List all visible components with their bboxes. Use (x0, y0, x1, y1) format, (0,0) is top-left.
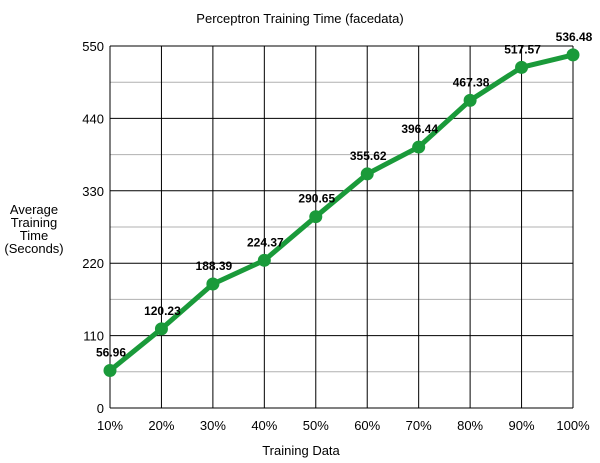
chart-title: Perceptron Training Time (facedata) (196, 11, 403, 26)
data-point-marker (206, 277, 220, 291)
x-tick-label: 50% (303, 418, 329, 433)
y-tick-label: 550 (82, 39, 104, 54)
data-labels: 56.96 120.23 188.39 224.37 290.65 355.62 396.4… (96, 30, 593, 360)
data-point-marker (515, 60, 529, 74)
data-label: 56.96 (96, 346, 126, 360)
data-point-marker (360, 167, 374, 181)
data-label: 355.62 (350, 149, 387, 163)
x-tick-label: 100% (556, 418, 590, 433)
y-tick-label: 330 (82, 184, 104, 199)
data-point-marker (566, 48, 580, 62)
y-axis-title-line: Training (11, 215, 57, 230)
x-tick-label: 80% (457, 418, 483, 433)
data-point-marker (309, 210, 323, 224)
grid (109, 45, 574, 409)
data-label: 188.39 (196, 259, 233, 273)
y-axis-title-line: Average (10, 202, 58, 217)
x-tick-label: 10% (97, 418, 123, 433)
x-tick-label: 60% (354, 418, 380, 433)
x-axis-title: Training Data (262, 443, 340, 458)
data-point-marker (103, 364, 117, 378)
x-axis-ticks: 10% 20% 30% 40% 50% 60% 70% 80% 90% 100% (97, 418, 590, 433)
x-tick-label: 20% (148, 418, 174, 433)
y-axis-title-line: Time (20, 228, 48, 243)
y-tick-label: 110 (83, 329, 104, 344)
series-training-time (103, 48, 580, 378)
data-label: 290.65 (298, 192, 335, 206)
data-label: 224.37 (247, 235, 284, 249)
y-axis-ticks: 0 110 220 330 440 550 (82, 39, 104, 416)
data-label: 120.23 (144, 304, 181, 318)
x-tick-label: 40% (251, 418, 277, 433)
data-point-marker (154, 322, 168, 336)
x-tick-label: 30% (200, 418, 226, 433)
data-point-marker (412, 140, 426, 154)
y-tick-label: 0 (97, 401, 104, 416)
y-axis-title-line: (Seconds) (4, 241, 63, 256)
data-label: 536.48 (556, 30, 593, 44)
series-line (107, 52, 576, 374)
data-label: 517.57 (504, 42, 541, 56)
x-tick-label: 70% (406, 418, 432, 433)
data-label: 396.44 (401, 122, 438, 136)
y-tick-label: 440 (82, 111, 104, 126)
x-tick-label: 90% (509, 418, 535, 433)
y-tick-label: 220 (82, 256, 104, 271)
data-point-marker (257, 253, 271, 267)
data-label: 467.38 (453, 75, 490, 89)
data-point-marker (463, 93, 477, 107)
